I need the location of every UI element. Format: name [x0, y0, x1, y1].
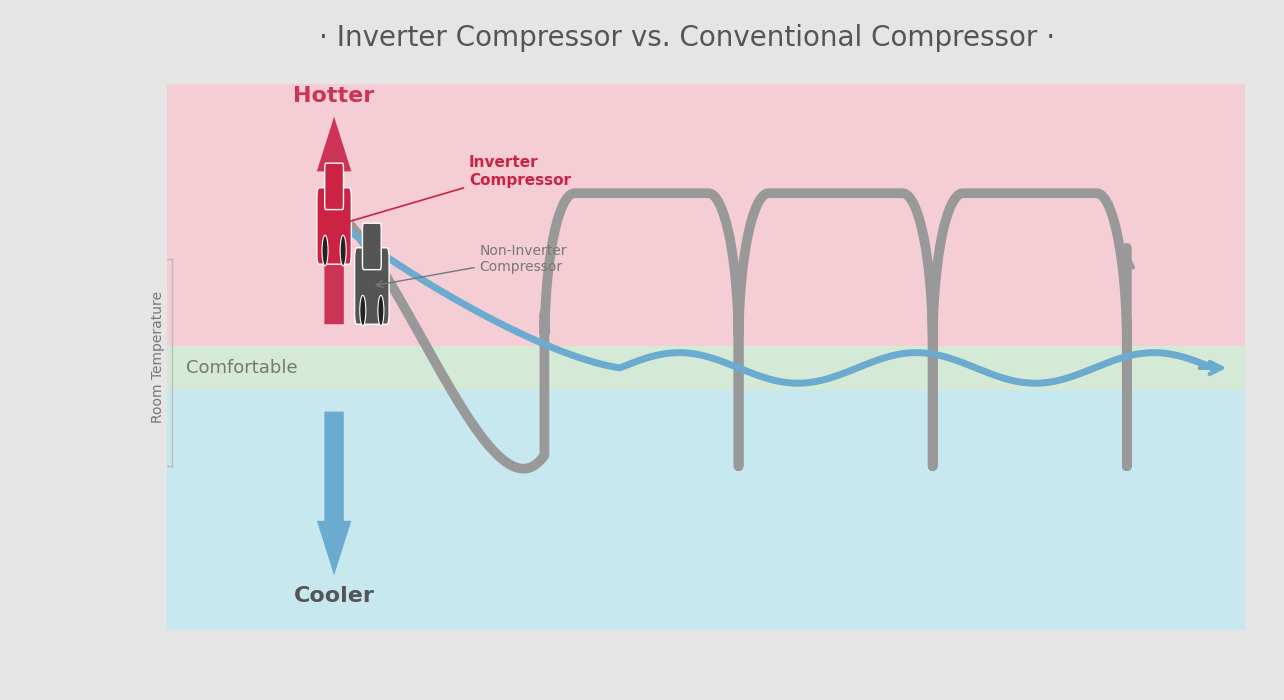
Circle shape	[340, 235, 347, 266]
Text: Inverter
Compressor: Inverter Compressor	[336, 155, 571, 225]
Circle shape	[322, 235, 327, 266]
FancyArrow shape	[317, 117, 352, 324]
Circle shape	[360, 295, 366, 326]
Text: · Inverter Compressor vs. Conventional Compressor ·: · Inverter Compressor vs. Conventional C…	[318, 25, 1055, 52]
Text: Comfortable: Comfortable	[186, 359, 298, 377]
FancyBboxPatch shape	[354, 248, 389, 324]
Circle shape	[377, 295, 384, 326]
FancyBboxPatch shape	[325, 163, 344, 209]
Text: Cooler: Cooler	[294, 587, 375, 606]
FancyArrow shape	[317, 412, 352, 575]
Text: Room Temperature: Room Temperature	[152, 291, 166, 423]
FancyBboxPatch shape	[317, 188, 352, 264]
FancyBboxPatch shape	[362, 223, 381, 270]
Bar	[167, 390, 1245, 630]
Text: Hotter: Hotter	[294, 86, 375, 106]
Bar	[167, 84, 1245, 346]
Text: Non-Inverter
Compressor: Non-Inverter Compressor	[376, 244, 568, 288]
Bar	[167, 346, 1245, 390]
